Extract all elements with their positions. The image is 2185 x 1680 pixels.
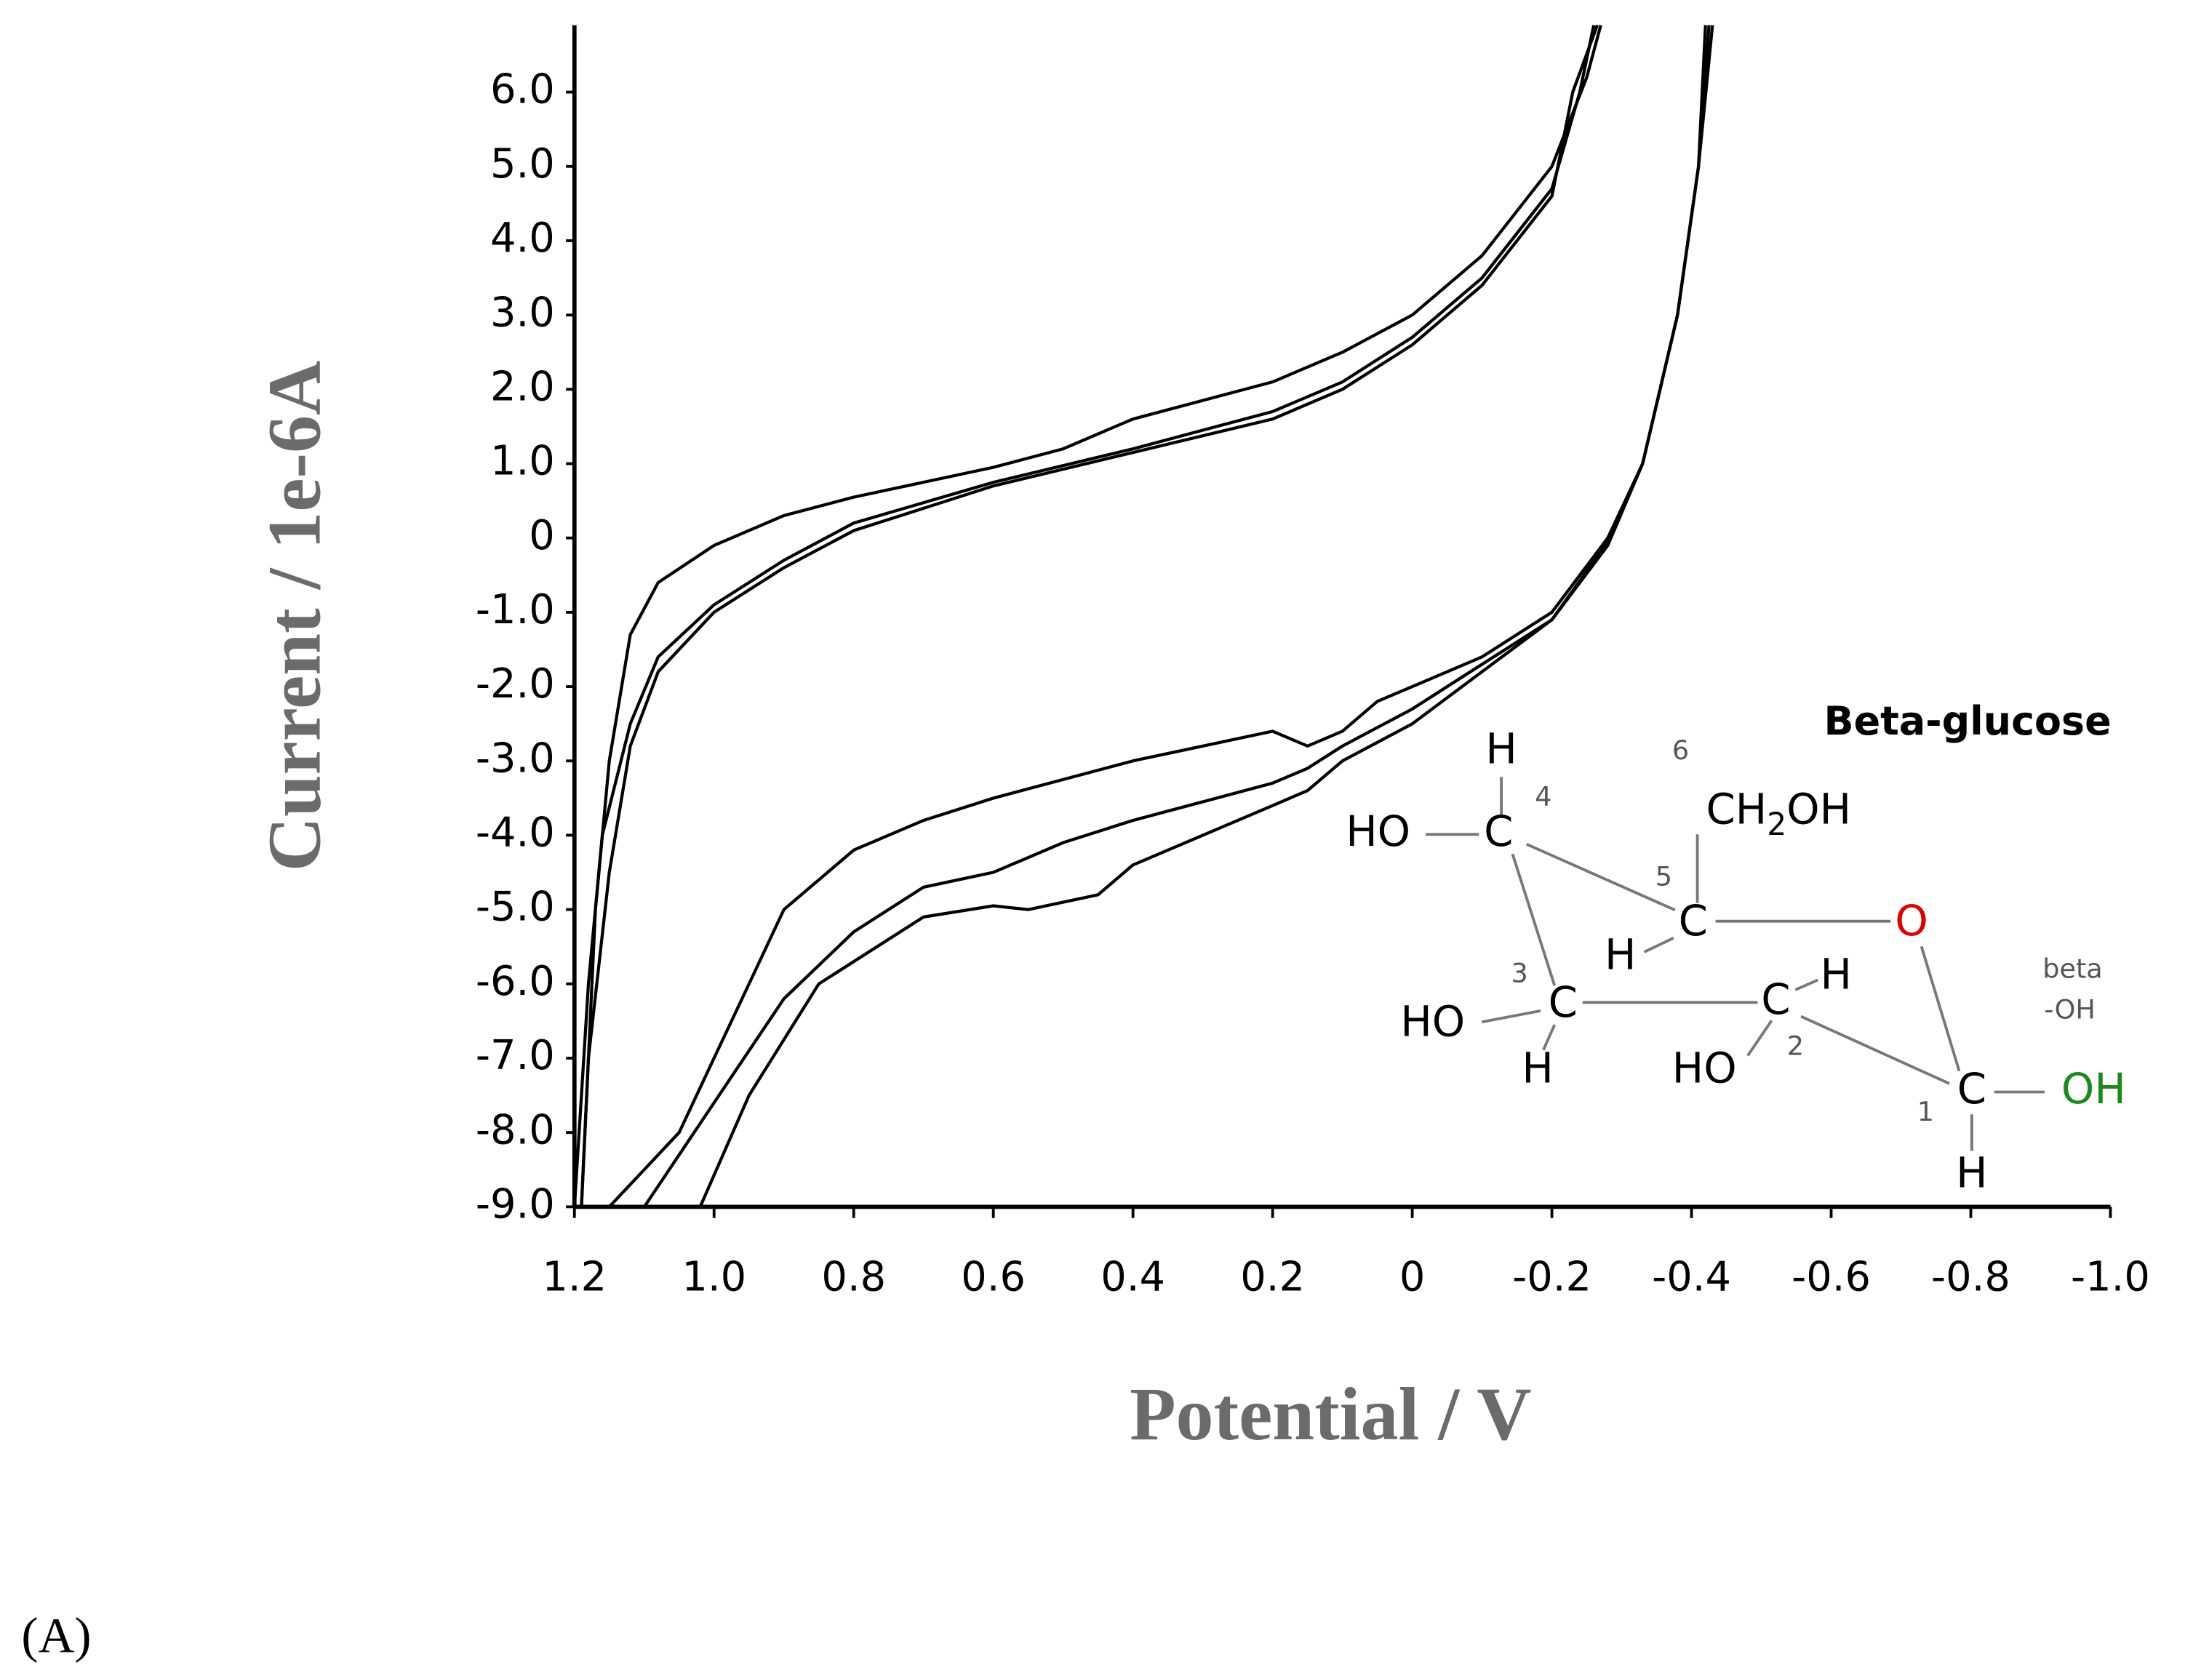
- bond: [1542, 1024, 1557, 1051]
- x-tick-label: -0.4: [1652, 1254, 1731, 1301]
- atom-number: 6: [1672, 735, 1689, 766]
- bond: [1920, 945, 1961, 1072]
- y-tick-label: 0: [529, 512, 555, 559]
- panel-label: (A): [21, 1607, 91, 1663]
- y-tick-label: -5.0: [476, 884, 555, 931]
- y-tick-label: -8.0: [476, 1106, 555, 1153]
- atom-number: 5: [1655, 860, 1672, 892]
- x-tick-label: 0.2: [1240, 1254, 1305, 1301]
- x-tick-label: -1.0: [2071, 1254, 2150, 1301]
- x-tick-label: 0.8: [821, 1254, 886, 1301]
- atom: H: [1522, 1043, 1553, 1092]
- x-tick-label: 0: [1399, 1254, 1426, 1301]
- y-tick-label: -1.0: [476, 586, 555, 633]
- atom: C: [1957, 1064, 1986, 1113]
- atom: H: [1485, 724, 1517, 773]
- atom-number: 2: [1787, 1030, 1804, 1061]
- bond: [1511, 853, 1557, 986]
- y-tick-label: -2.0: [476, 660, 555, 708]
- ring-oxygen: O: [1895, 896, 1928, 945]
- y-tick-label: 2.0: [490, 363, 555, 410]
- atom-number: 3: [1511, 957, 1527, 988]
- inset-title: Beta-glucose: [1824, 698, 2112, 744]
- bond: [1525, 843, 1676, 912]
- atom: CH: [1706, 784, 1767, 833]
- atom: C: [1484, 807, 1513, 856]
- bond: [1746, 1020, 1773, 1057]
- x-tick-label: 1.0: [682, 1254, 746, 1301]
- atom-number: 1: [1917, 1096, 1934, 1127]
- group: CH2OH: [1706, 784, 1851, 841]
- y-tick-label: -3.0: [476, 735, 555, 782]
- x-tick-label: -0.2: [1512, 1254, 1591, 1301]
- y-tick-label: -4.0: [476, 809, 555, 857]
- y-tick-label: 4.0: [490, 215, 555, 262]
- note: beta: [2042, 953, 2102, 985]
- y-tick-label: 1.0: [490, 438, 555, 485]
- x-tick-label: -0.8: [1931, 1254, 2010, 1301]
- molecule: Beta-glucose H 4 6 CH2OH HO C 5 H C O be…: [1346, 698, 2126, 1198]
- x-tick-label: -0.6: [1791, 1254, 1871, 1301]
- bond: [1794, 978, 1818, 991]
- atom: C: [1679, 896, 1708, 945]
- note: -OH: [2044, 993, 2095, 1025]
- y-tick-label: 3.0: [490, 289, 555, 336]
- x-axis-title: Potential / V: [1130, 1372, 1531, 1456]
- y-tick-label: 6.0: [490, 66, 555, 113]
- x-tick-label: 0.6: [961, 1254, 1026, 1301]
- bond: [1800, 1015, 1950, 1085]
- subscript: 2: [1767, 806, 1786, 841]
- atom: H: [1605, 929, 1636, 979]
- y-tick-label: 5.0: [490, 140, 555, 188]
- y-tick-label: -7.0: [476, 1032, 555, 1079]
- bond: [1481, 1009, 1541, 1024]
- x-tick-label: 0.4: [1101, 1254, 1165, 1301]
- y-tick-label: -6.0: [476, 958, 555, 1005]
- atom: H: [1956, 1148, 1987, 1198]
- x-tick-label: 1.2: [542, 1254, 607, 1301]
- atom-number: 4: [1535, 781, 1551, 812]
- cv-curve: [580, 24, 1714, 1208]
- y-axis-title: Current / 1e-6A: [252, 361, 336, 871]
- atom: OH: [1786, 784, 1851, 833]
- beta-hydroxyl: OH: [2061, 1064, 2126, 1113]
- atom: H: [1820, 949, 1851, 999]
- atom: HO: [1400, 997, 1465, 1047]
- bond: [1643, 937, 1674, 953]
- atom: HO: [1346, 807, 1410, 856]
- cv-curve: [580, 25, 1707, 1208]
- cv-curve: [572, 25, 1711, 1208]
- atom: C: [1761, 975, 1790, 1024]
- y-tick-label: -9.0: [476, 1180, 555, 1228]
- atom: C: [1549, 977, 1578, 1027]
- atom: HO: [1672, 1043, 1737, 1092]
